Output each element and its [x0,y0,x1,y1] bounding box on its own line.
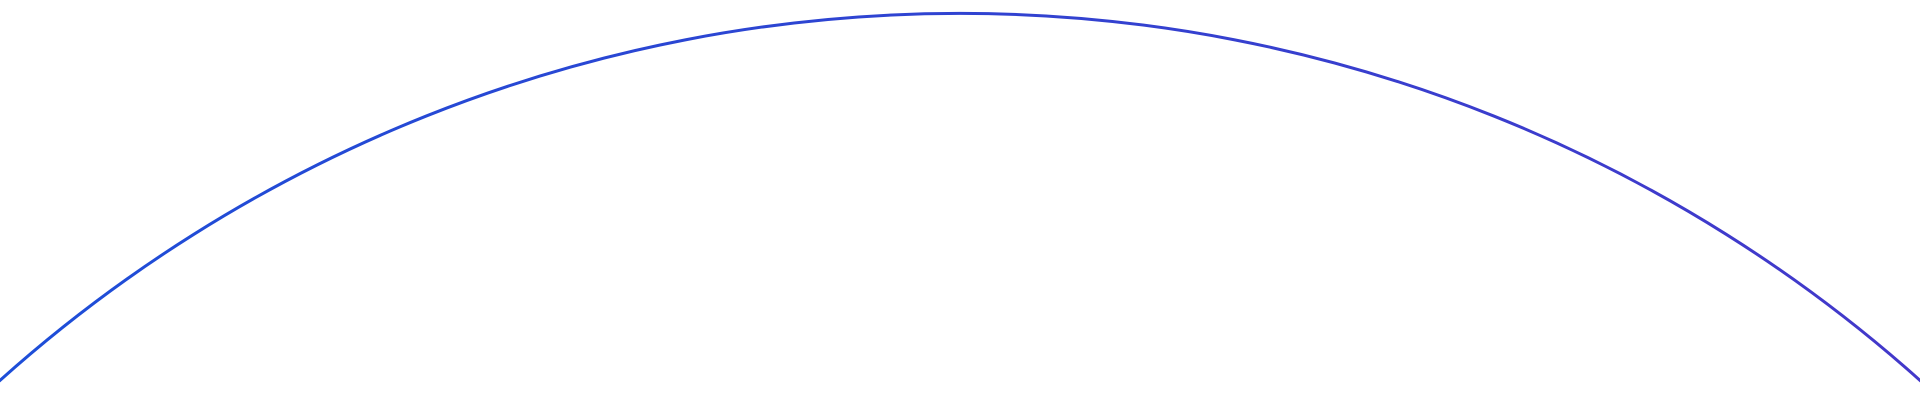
decorative-arc [0,11,1920,383]
